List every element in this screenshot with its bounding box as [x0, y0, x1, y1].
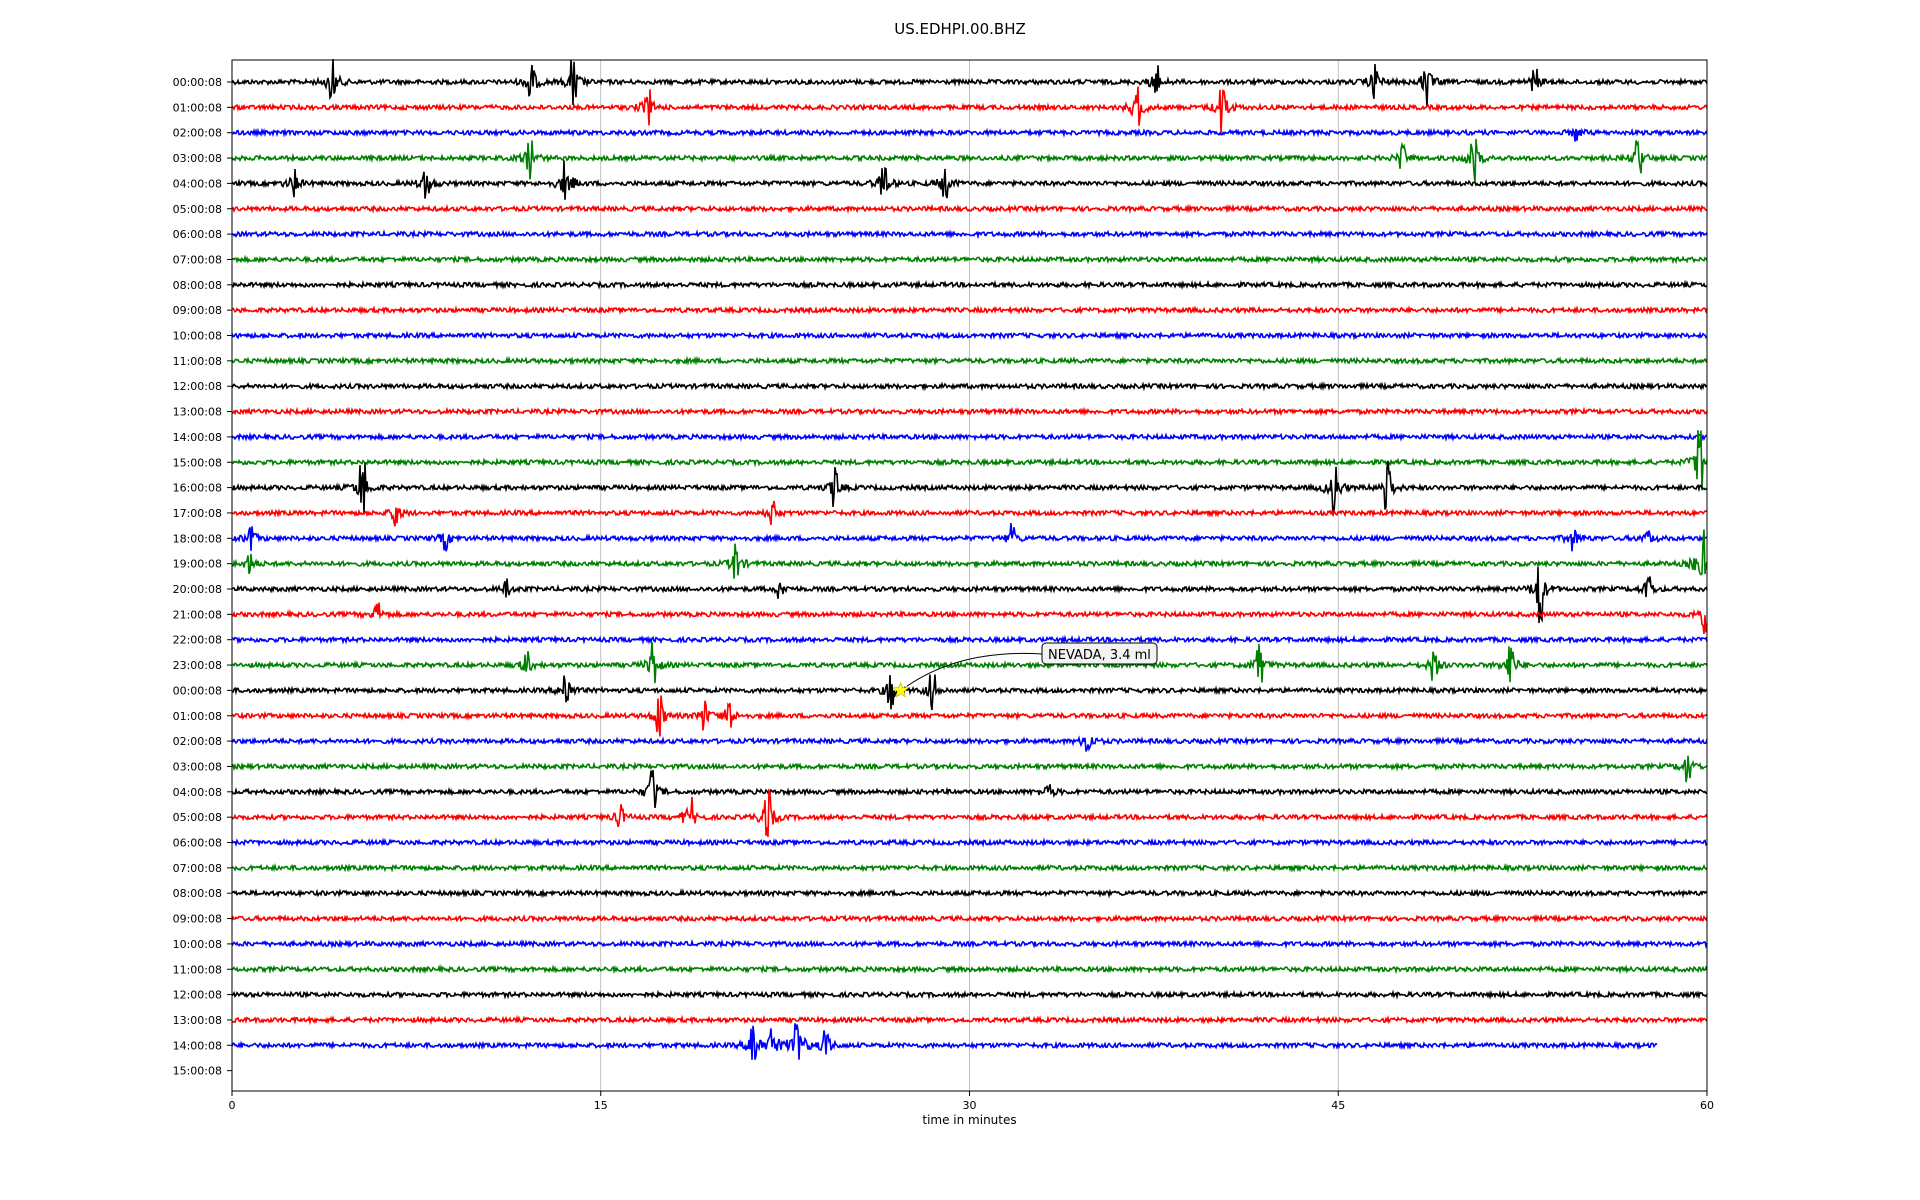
trace-row	[231, 254, 1708, 265]
row-time-label: 04:00:08	[173, 177, 222, 190]
trace-row	[231, 695, 1708, 737]
trace-row	[231, 888, 1708, 899]
row-time-label: 11:00:08	[173, 355, 222, 368]
row-time-label: 10:00:08	[173, 938, 222, 951]
annotation-connector	[906, 652, 1043, 687]
x-tick-label: 0	[229, 1099, 236, 1112]
row-time-label: 21:00:08	[173, 608, 222, 621]
x-tick-label: 30	[963, 1099, 977, 1112]
trace-row	[231, 431, 1707, 443]
trace-row	[231, 642, 1708, 684]
x-tick-label: 15	[594, 1099, 608, 1112]
plot-frame	[231, 59, 1708, 1092]
trace-row	[231, 989, 1708, 1000]
trace-row	[231, 634, 1708, 646]
row-time-label: 11:00:08	[173, 963, 222, 976]
trace-row	[231, 735, 1708, 752]
row-time-labels: 00:00:08 01:00:08 02:00:08 03:00:08 04:00:08…	[173, 76, 232, 1078]
trace-row	[231, 406, 1708, 417]
row-time-label: 02:00:08	[173, 127, 222, 140]
row-time-label: 13:00:08	[173, 1014, 222, 1027]
x-axis-ticks: 0 15 30 45 60	[229, 1091, 1714, 1112]
row-time-label: 16:00:08	[173, 482, 222, 495]
trace-row	[231, 304, 1708, 316]
row-time-label: 07:00:08	[173, 862, 222, 875]
row-time-label: 23:00:08	[173, 659, 222, 672]
trace-row	[231, 913, 1708, 924]
x-tick-label: 60	[1700, 1099, 1714, 1112]
row-time-label: 18:00:08	[173, 532, 222, 545]
trace-row	[231, 529, 1708, 579]
row-time-label: 01:00:08	[173, 101, 222, 114]
trace-row	[231, 674, 1708, 711]
row-time-label: 07:00:08	[173, 253, 222, 266]
trace-row	[231, 602, 1708, 634]
row-time-label: 20:00:08	[173, 583, 222, 596]
trace-row	[231, 355, 1708, 367]
event-annotation: NEVADA, 3.4 ml	[892, 642, 1158, 698]
row-time-label: 15:00:08	[173, 456, 222, 469]
row-time-label: 04:00:08	[173, 786, 222, 799]
trace-row	[231, 567, 1708, 624]
trace-row	[231, 138, 1708, 183]
trace-row	[231, 279, 1708, 291]
trace-row	[231, 430, 1708, 491]
row-time-label: 02:00:08	[173, 735, 222, 748]
row-time-label: 06:00:08	[173, 837, 222, 850]
row-time-label: 12:00:08	[173, 380, 222, 393]
row-time-label: 03:00:08	[173, 760, 222, 773]
trace-row	[231, 127, 1708, 142]
row-time-label: 09:00:08	[173, 913, 222, 926]
row-time-label: 00:00:08	[173, 76, 222, 89]
row-time-label: 08:00:08	[173, 887, 222, 900]
annotation-box	[1041, 642, 1158, 665]
trace-row	[231, 938, 1708, 950]
trace-row	[231, 228, 1708, 240]
grid-lines	[600, 60, 1339, 1091]
trace-row	[231, 330, 1708, 341]
row-time-label: 05:00:08	[173, 203, 222, 216]
row-time-label: 19:00:08	[173, 558, 222, 571]
trace-row	[231, 837, 1708, 848]
trace-row	[231, 203, 1708, 215]
x-tick-label: 45	[1331, 1099, 1345, 1112]
row-time-label: 15:00:08	[173, 1065, 222, 1078]
row-time-label: 14:00:08	[173, 431, 222, 444]
trace-row	[231, 86, 1708, 135]
trace-row	[231, 963, 1708, 975]
trace-row	[231, 461, 1708, 516]
trace-row	[231, 381, 1708, 392]
row-time-label: 12:00:08	[173, 989, 222, 1002]
trace-row	[231, 788, 1708, 837]
event-star-marker	[892, 681, 909, 698]
annotation-label: NEVADA, 3.4 ml	[1048, 648, 1151, 663]
row-time-label: 14:00:08	[173, 1039, 222, 1052]
trace-row	[231, 862, 1708, 874]
trace-row	[231, 522, 1708, 552]
row-time-label: 22:00:08	[173, 634, 222, 647]
seismic-traces	[231, 58, 1708, 1060]
trace-row	[231, 1014, 1708, 1026]
row-time-label: 06:00:08	[173, 228, 222, 241]
row-time-label: 13:00:08	[173, 406, 222, 419]
x-axis-label: time in minutes	[922, 1113, 1017, 1127]
row-time-label: 08:00:08	[173, 279, 222, 292]
trace-row	[231, 755, 1708, 783]
row-time-label: 17:00:08	[173, 507, 222, 520]
trace-row	[231, 1023, 1658, 1060]
row-time-label: 01:00:08	[173, 710, 222, 723]
trace-row	[231, 769, 1708, 808]
row-time-label: 00:00:08	[173, 684, 222, 697]
row-time-label: 10:00:08	[173, 330, 222, 343]
trace-row	[231, 500, 1708, 527]
row-time-label: 03:00:08	[173, 152, 222, 165]
row-time-label: 05:00:08	[173, 811, 222, 824]
trace-row	[231, 58, 1708, 107]
chart-title: US.EDHPI.00.BHZ	[894, 20, 1026, 38]
row-time-label: 09:00:08	[173, 304, 222, 317]
trace-row	[231, 160, 1708, 200]
